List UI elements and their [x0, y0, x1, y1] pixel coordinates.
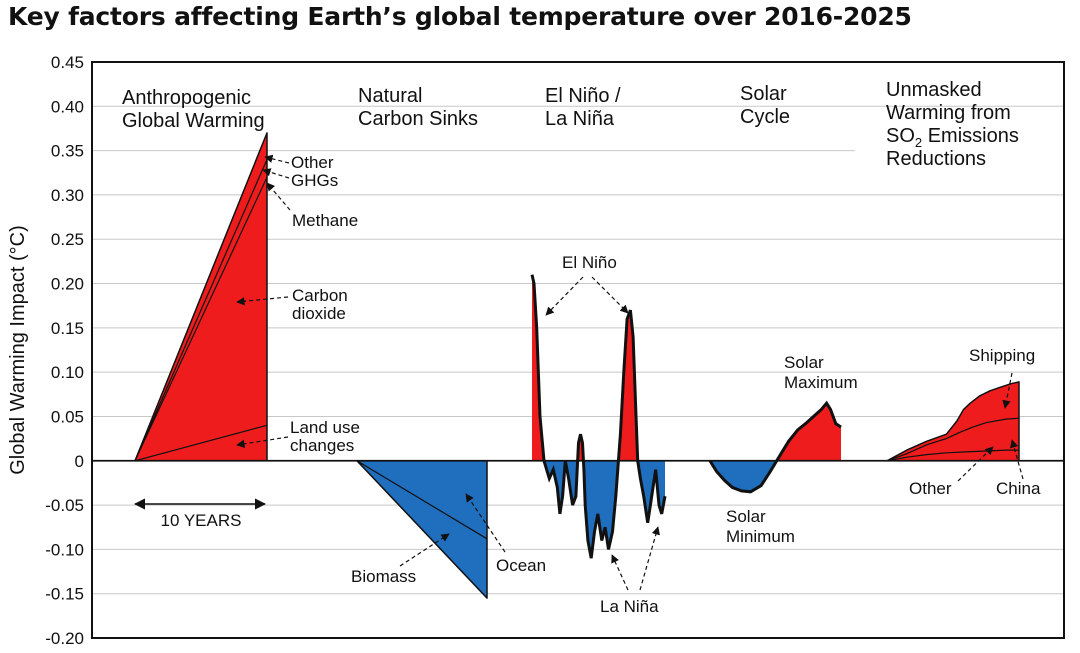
section-label: SO2 Emissions	[886, 125, 1019, 150]
annotation-label: La Niña	[600, 597, 659, 616]
section-label: Anthropogenic	[122, 87, 251, 109]
annotation-arrow	[591, 276, 629, 314]
y-tick-label: 0.15	[51, 319, 84, 338]
annotation-label: Ocean	[496, 556, 546, 575]
y-tick-label: 0.35	[51, 142, 84, 161]
chart-title: Key factors affecting Earth’s global tem…	[8, 2, 912, 31]
annotation-arrow	[545, 276, 584, 316]
section-label: Cycle	[740, 106, 790, 128]
annotation-arrow	[236, 296, 289, 306]
annotation-arrow	[957, 446, 994, 482]
annotation-label: dioxide	[292, 304, 346, 323]
annotation-label: Other	[291, 153, 334, 172]
solar-fill-2	[776, 403, 841, 461]
y-tick-label: 0.25	[51, 230, 84, 249]
annotation-label: Other	[909, 479, 952, 498]
y-tick-label: -0.05	[45, 496, 84, 515]
y-tick-label: 0.05	[51, 407, 84, 426]
line-ocean	[356, 460, 488, 540]
section-label: Solar	[740, 83, 787, 105]
annotation-label: changes	[290, 436, 354, 455]
section-label: Reductions	[886, 148, 986, 170]
area-other-ghgs	[134, 132, 268, 462]
y-tick-label: 0.40	[51, 97, 84, 116]
enso-fill-5	[583, 460, 619, 559]
section-label: Warming from	[886, 102, 1011, 124]
plot-frame	[91, 61, 1065, 639]
section-label: La Niña	[545, 108, 615, 130]
y-tick-label: 0	[75, 452, 84, 471]
annotation-label: Solar	[784, 353, 824, 372]
annotation-label: Land use	[290, 418, 360, 437]
annotation-arrow	[266, 182, 291, 211]
annotation-label: El Niño	[562, 253, 617, 272]
annotation-label: Solar	[726, 507, 766, 526]
annotation-label: Maximum	[784, 373, 858, 392]
annotation-arrow	[262, 168, 290, 179]
y-tick-label: 0.10	[51, 363, 84, 382]
line-land-use-changes	[134, 424, 268, 462]
line-methane	[134, 159, 268, 462]
annotation-label: Biomass	[351, 567, 416, 586]
annotation-arrow	[264, 154, 290, 164]
annotation-label: Minimum	[726, 527, 795, 546]
annotation-label: Shipping	[969, 346, 1035, 365]
section-label: Unmasked	[886, 79, 982, 101]
section-label: Carbon Sinks	[358, 108, 478, 130]
line-carbon-dioxide	[134, 176, 268, 462]
annotation-arrow	[611, 554, 629, 591]
annotation-arrow	[399, 533, 450, 567]
annotation-arrow	[1002, 372, 1013, 409]
y-tick-label: 0.30	[51, 186, 84, 205]
scale-bar-label: 10 YEARS	[161, 511, 242, 530]
annotation-label: Carbon	[292, 286, 348, 305]
annotation-label: China	[996, 479, 1041, 498]
annotation-label: GHGs	[291, 171, 338, 190]
section-label: El Niño /	[545, 85, 621, 107]
annotation-arrow	[639, 526, 660, 591]
annotation-arrow	[236, 436, 289, 448]
y-tick-label: 0.45	[51, 53, 84, 72]
solar-line	[708, 400, 842, 494]
line-other	[886, 417, 1020, 462]
y-tick-label: 0.20	[51, 275, 84, 294]
solar-fill-1	[710, 460, 777, 492]
line-china	[886, 449, 1019, 462]
annotation-arrow	[465, 493, 506, 553]
area-shipping	[886, 381, 1020, 462]
section-label: Natural	[358, 85, 422, 107]
y-axis-label: Global Warming Impact (°C)	[7, 225, 29, 475]
y-tick-label: -0.10	[45, 540, 84, 559]
section-label: Global Warming	[122, 110, 265, 132]
enso-line	[530, 274, 667, 559]
annotation-label: Methane	[292, 211, 358, 230]
y-tick-label: -0.20	[45, 629, 84, 648]
y-tick-label: -0.15	[45, 585, 84, 604]
